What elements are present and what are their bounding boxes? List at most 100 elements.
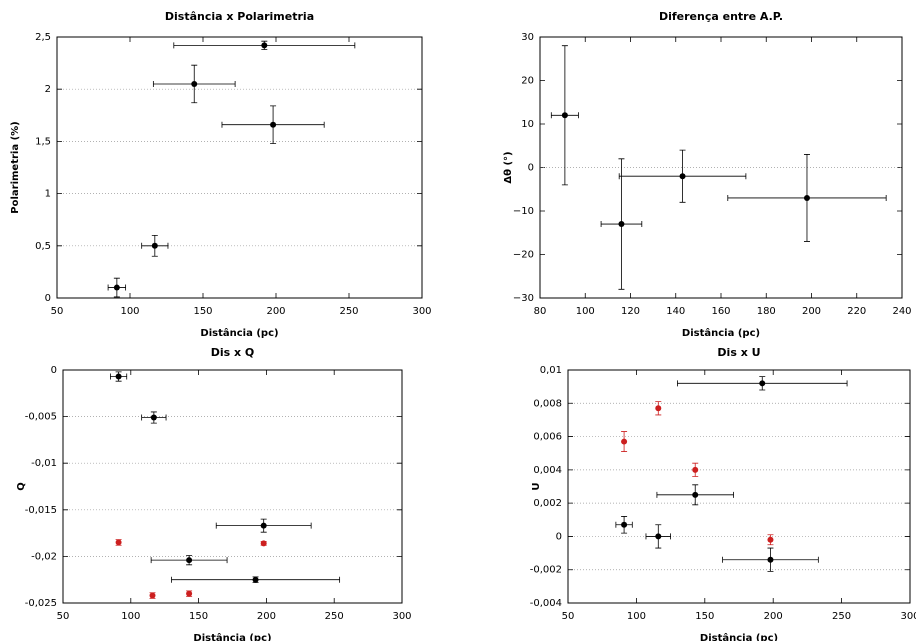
x-tick-label: 250 [832, 611, 851, 622]
y-tick-label: -0,02 [31, 551, 57, 562]
x-tick-label: 150 [189, 611, 208, 622]
chart-panel: Dis x Q Distância (pc) Q -0,025 -0,02 -0,015 -… [16, 346, 412, 641]
y-tick-label: -0,002 [530, 565, 562, 576]
y-tick-label: 0,004 [533, 465, 562, 476]
y-axis-label: Polarimetria (%) [10, 121, 21, 213]
x-tick-label: 150 [193, 306, 212, 317]
y-tick-label: 0 [556, 531, 562, 542]
chart-panel: Dis x U Distância (pc) U -0,004 -0,002 0 0,002… [530, 346, 916, 641]
y-tick-label: -0,005 [25, 412, 57, 423]
chart-title: Dis x U [717, 346, 760, 359]
y-tick-label: 2 [45, 84, 51, 95]
x-tick-label: 120 [621, 306, 640, 317]
y-tick-label: 0 [528, 163, 534, 174]
x-tick-label: 300 [412, 306, 431, 317]
point [186, 590, 193, 597]
x-tick-label: 250 [339, 306, 358, 317]
point [115, 373, 122, 380]
x-tick-label: 80 [534, 306, 547, 317]
y-tick-label: -0,01 [31, 458, 57, 469]
point [252, 576, 259, 583]
x-axis-label: Distância (pc) [200, 327, 278, 339]
point [113, 284, 120, 291]
y-tick-label: 30 [521, 32, 534, 43]
x-tick-label: 300 [900, 611, 916, 622]
point [759, 380, 766, 387]
chart-title: Dis x Q [211, 346, 255, 359]
y-axis-label: Q [16, 482, 27, 491]
x-tick-label: 200 [266, 306, 285, 317]
y-tick-label: 20 [521, 76, 534, 87]
x-tick-label: 240 [892, 306, 911, 317]
x-tick-label: 200 [764, 611, 783, 622]
y-tick-label: 10 [521, 119, 534, 130]
plot-frame [56, 36, 423, 299]
chart-panel: Distância x Polarimetria Distância (pc) Po… [10, 10, 432, 339]
point [149, 592, 156, 599]
y-tick-label: 2,5 [35, 32, 51, 43]
x-tick-label: 220 [847, 306, 866, 317]
point [655, 533, 662, 540]
point [621, 438, 628, 445]
point [191, 80, 198, 87]
x-tick-label: 150 [695, 611, 714, 622]
x-tick-label: 50 [51, 306, 64, 317]
plot-frame [539, 36, 903, 299]
x-tick-label: 100 [627, 611, 646, 622]
x-axis-label: Distância (pc) [682, 327, 760, 339]
plot-frame [567, 369, 911, 604]
y-tick-label: −10 [513, 206, 534, 217]
x-tick-label: 50 [57, 611, 70, 622]
x-tick-label: 180 [757, 306, 776, 317]
chart-title: Distância x Polarimetria [165, 10, 314, 23]
point [679, 173, 686, 180]
point [150, 414, 157, 421]
y-tick-label: 0,006 [533, 432, 562, 443]
point [260, 522, 267, 529]
x-tick-label: 100 [120, 306, 139, 317]
point [260, 540, 267, 547]
point [115, 539, 122, 546]
y-axis-label: Δθ (°) [503, 151, 514, 183]
point [151, 242, 158, 249]
x-tick-label: 160 [711, 306, 730, 317]
x-axis-label: Distância (pc) [193, 632, 271, 641]
y-tick-label: -0,015 [25, 505, 57, 516]
plot-frame [62, 369, 403, 604]
x-tick-label: 200 [257, 611, 276, 622]
y-tick-label: −30 [513, 293, 534, 304]
x-tick-label: 250 [325, 611, 344, 622]
x-axis-label: Distância (pc) [700, 632, 778, 641]
x-tick-label: 200 [802, 306, 821, 317]
point [655, 405, 662, 412]
x-tick-label: 100 [576, 306, 595, 317]
x-tick-label: 300 [392, 611, 411, 622]
point [621, 521, 628, 528]
y-tick-label: −20 [513, 250, 534, 261]
x-tick-label: 50 [562, 611, 575, 622]
y-tick-label: -0,004 [530, 598, 562, 609]
point [186, 557, 193, 564]
y-tick-label: 0,008 [533, 398, 562, 409]
y-tick-label: 0,002 [533, 498, 562, 509]
point [270, 121, 277, 128]
y-tick-label: 0,01 [540, 365, 562, 376]
y-axis-label: U [531, 482, 542, 490]
point [767, 536, 774, 543]
point [692, 466, 699, 473]
y-tick-label: 1,5 [35, 136, 51, 147]
point [261, 42, 268, 49]
chart-panel: Diferença entre A.P. Distância (pc) Δθ (°)… [503, 10, 912, 339]
y-tick-label: 0 [45, 293, 51, 304]
y-tick-label: 0 [51, 365, 57, 376]
x-tick-label: 100 [121, 611, 140, 622]
chart-title: Diferença entre A.P. [659, 10, 783, 23]
point [803, 194, 810, 201]
x-tick-label: 140 [666, 306, 685, 317]
point [767, 556, 774, 563]
point [692, 491, 699, 498]
point [561, 112, 568, 119]
y-tick-label: 1 [45, 189, 51, 200]
y-tick-label: 0,5 [35, 241, 51, 252]
